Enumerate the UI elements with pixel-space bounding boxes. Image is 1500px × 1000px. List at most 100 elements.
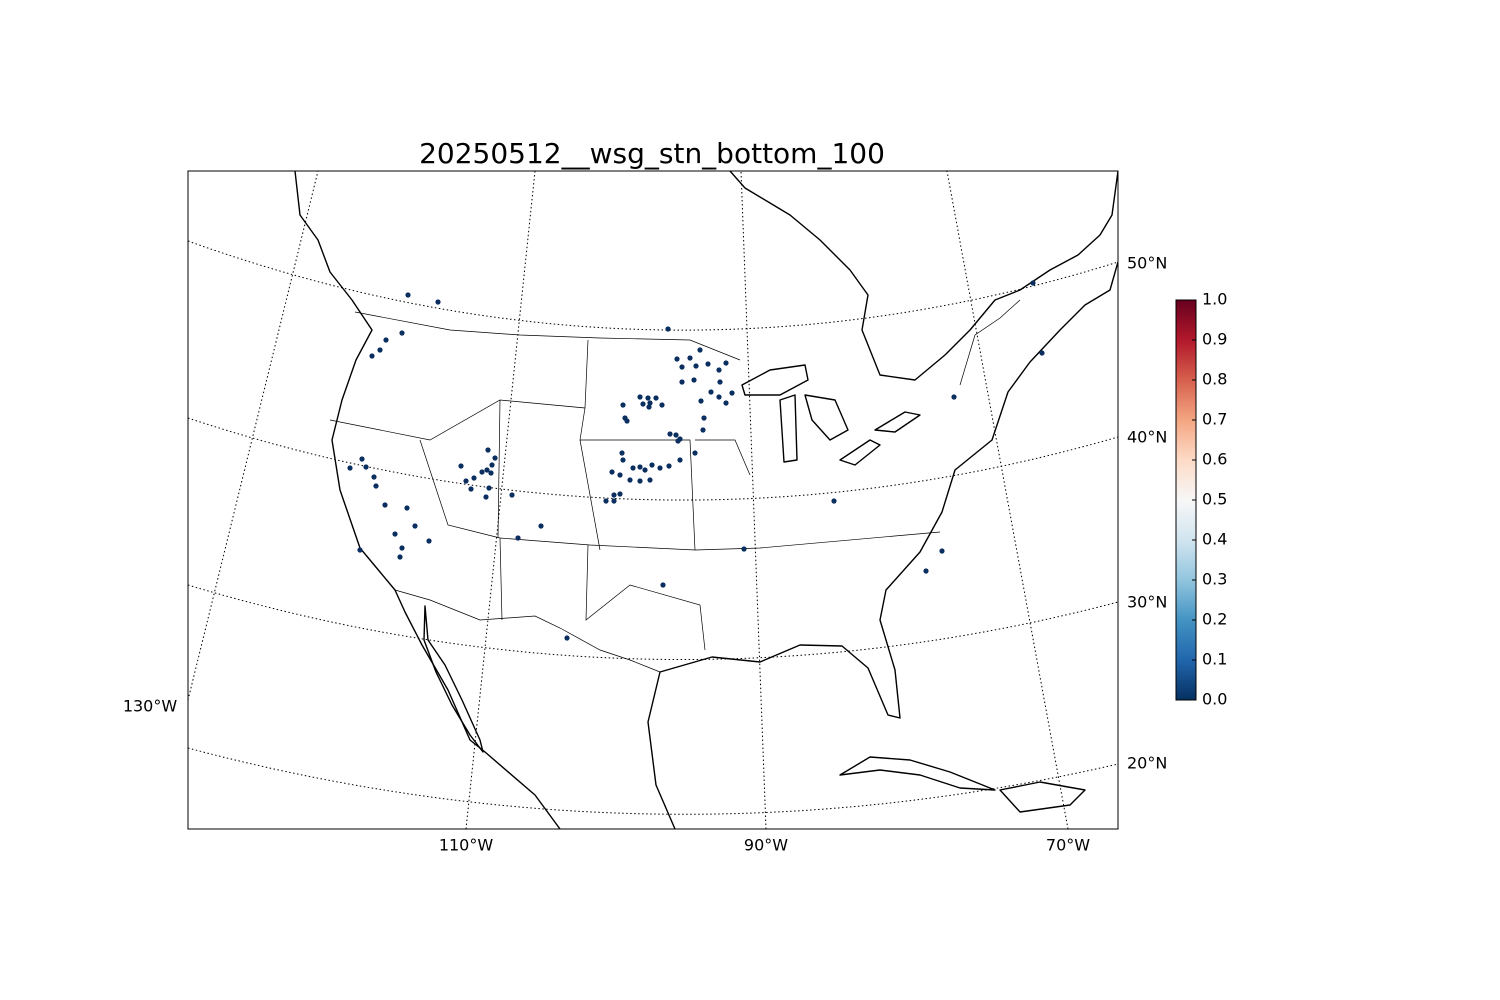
coastline — [294, 171, 1118, 829]
station-marker — [371, 474, 377, 480]
station-marker — [705, 361, 711, 367]
colorbar-label: 0.6 — [1202, 450, 1227, 469]
station-marker — [831, 498, 837, 504]
station-marker — [637, 464, 643, 470]
colorbar-label: 1.0 — [1202, 290, 1227, 309]
colorbar-label: 0.0 — [1202, 690, 1227, 709]
station-marker — [723, 360, 729, 366]
station-marker — [399, 545, 405, 551]
station-marker — [939, 548, 945, 554]
station-marker — [640, 401, 646, 407]
state-borders — [329, 339, 941, 651]
station-marker — [1030, 280, 1036, 286]
station-marker — [347, 465, 353, 471]
station-marker — [620, 457, 626, 463]
station-marker — [611, 498, 617, 504]
station-marker — [1039, 350, 1045, 356]
station-marker — [665, 326, 671, 332]
colorbar-label: 0.9 — [1202, 330, 1227, 349]
latitude-label: 30°N — [1127, 593, 1167, 612]
station-marker — [657, 465, 663, 471]
station-marker — [392, 531, 398, 537]
station-marker — [468, 486, 474, 492]
station-marker — [687, 355, 693, 361]
station-marker — [649, 462, 655, 468]
station-marker — [637, 478, 643, 484]
baja — [423, 605, 484, 753]
graticule — [188, 171, 1118, 829]
station-marker — [463, 478, 469, 484]
stations — [347, 280, 1045, 641]
station-marker — [486, 485, 492, 491]
latitude-line — [188, 417, 1118, 501]
map-frame — [187, 170, 1119, 830]
longitude-line — [740, 171, 767, 829]
station-marker — [673, 432, 679, 438]
station-marker — [483, 494, 489, 500]
colorbar-label: 0.4 — [1202, 530, 1227, 549]
station-marker — [412, 523, 418, 529]
latitude-line — [188, 240, 1118, 331]
longitude-label: 90°W — [744, 836, 788, 855]
station-marker — [677, 436, 683, 442]
station-marker — [666, 463, 672, 469]
station-marker — [717, 379, 723, 385]
station-marker — [647, 400, 653, 406]
latitude-label: 50°N — [1127, 254, 1167, 273]
station-marker — [679, 364, 685, 370]
station-marker — [729, 390, 735, 396]
colorbar-label: 0.5 — [1202, 490, 1227, 509]
station-marker — [426, 538, 432, 544]
us-mexico-border — [394, 589, 661, 673]
station-marker — [435, 299, 441, 305]
station-marker — [488, 470, 494, 476]
station-marker — [609, 469, 615, 475]
great-lakes — [741, 364, 921, 466]
station-marker — [369, 353, 375, 359]
station-marker — [923, 568, 929, 574]
station-marker — [620, 402, 626, 408]
colorbar-label: 0.8 — [1202, 370, 1227, 389]
station-marker — [611, 492, 617, 498]
station-marker — [646, 404, 652, 410]
station-marker — [619, 450, 625, 456]
station-marker — [471, 475, 477, 481]
station-marker — [674, 356, 680, 362]
station-marker — [485, 447, 491, 453]
station-marker — [627, 477, 633, 483]
station-marker — [692, 450, 698, 456]
station-marker — [723, 400, 729, 406]
station-marker — [617, 472, 623, 478]
station-marker — [667, 431, 673, 437]
station-marker — [383, 337, 389, 343]
station-marker — [484, 467, 490, 473]
longitude-line — [188, 171, 319, 701]
station-marker — [617, 491, 623, 497]
station-marker — [708, 389, 714, 395]
station-marker — [642, 467, 648, 473]
map-title: 20250512__wsg_stn_bottom_100 — [419, 137, 885, 170]
us-canada-border — [354, 299, 1021, 386]
station-marker — [637, 394, 643, 400]
latitude-label: 20°N — [1127, 754, 1167, 773]
station-marker — [624, 418, 630, 424]
station-marker — [363, 464, 369, 470]
station-marker — [538, 523, 544, 529]
station-marker — [716, 394, 722, 400]
station-marker — [357, 547, 363, 553]
station-marker — [716, 367, 722, 373]
station-marker — [647, 477, 653, 483]
station-marker — [397, 554, 403, 560]
latitude-label: 40°N — [1127, 428, 1167, 447]
station-marker — [399, 330, 405, 336]
colorbar-label: 0.1 — [1202, 650, 1227, 669]
station-marker — [693, 363, 699, 369]
station-marker — [564, 635, 570, 641]
longitude-label: 130°W — [123, 697, 178, 716]
station-marker — [698, 398, 704, 404]
station-marker — [660, 582, 666, 588]
station-marker — [630, 465, 636, 471]
station-marker — [404, 505, 410, 511]
station-marker — [603, 498, 609, 504]
